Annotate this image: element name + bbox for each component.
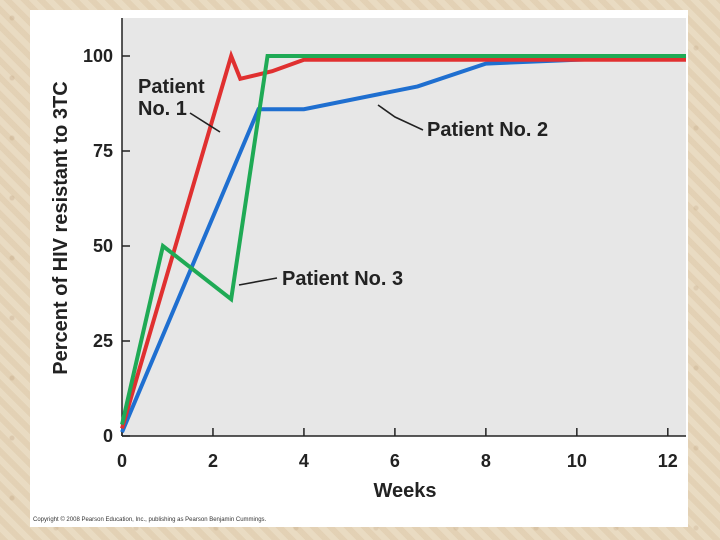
x-tick-label: 10 xyxy=(567,451,587,471)
annotation-patient-2-leader xyxy=(377,104,424,131)
series-line-patient-no-1 xyxy=(120,49,686,429)
y-tick-label: 75 xyxy=(93,141,113,161)
annotations: Patient No. 1 Patient No. 2 Patient No. … xyxy=(138,76,548,290)
annotation-patient-1: Patient No. 1 xyxy=(138,76,210,120)
y-tick-label: 25 xyxy=(93,331,113,351)
y-tick-label: 50 xyxy=(93,236,113,256)
x-tick-label: 12 xyxy=(658,451,678,471)
annotation-patient-3: Patient No. 3 xyxy=(282,268,403,290)
series-line-patient-no-3 xyxy=(120,54,686,426)
x-axis-title: Weeks xyxy=(373,480,436,502)
x-tick-label: 2 xyxy=(208,451,218,471)
y-tick-label: 100 xyxy=(83,46,113,66)
x-tick-label: 4 xyxy=(299,451,309,471)
annotation-patient-1-leader xyxy=(189,112,221,133)
x-tick-label: 6 xyxy=(390,451,400,471)
annotation-patient-2: Patient No. 2 xyxy=(427,119,548,141)
y-axis-title: Percent of HIV resistant to 3TC xyxy=(50,81,72,374)
annotation-patient-3-leader xyxy=(238,277,278,286)
x-tick-label: 0 xyxy=(117,451,127,471)
copyright-notice: Copyright © 2008 Pearson Education, Inc.… xyxy=(33,517,267,523)
x-tick-label: 8 xyxy=(481,451,491,471)
y-tick-label: 0 xyxy=(103,426,113,446)
